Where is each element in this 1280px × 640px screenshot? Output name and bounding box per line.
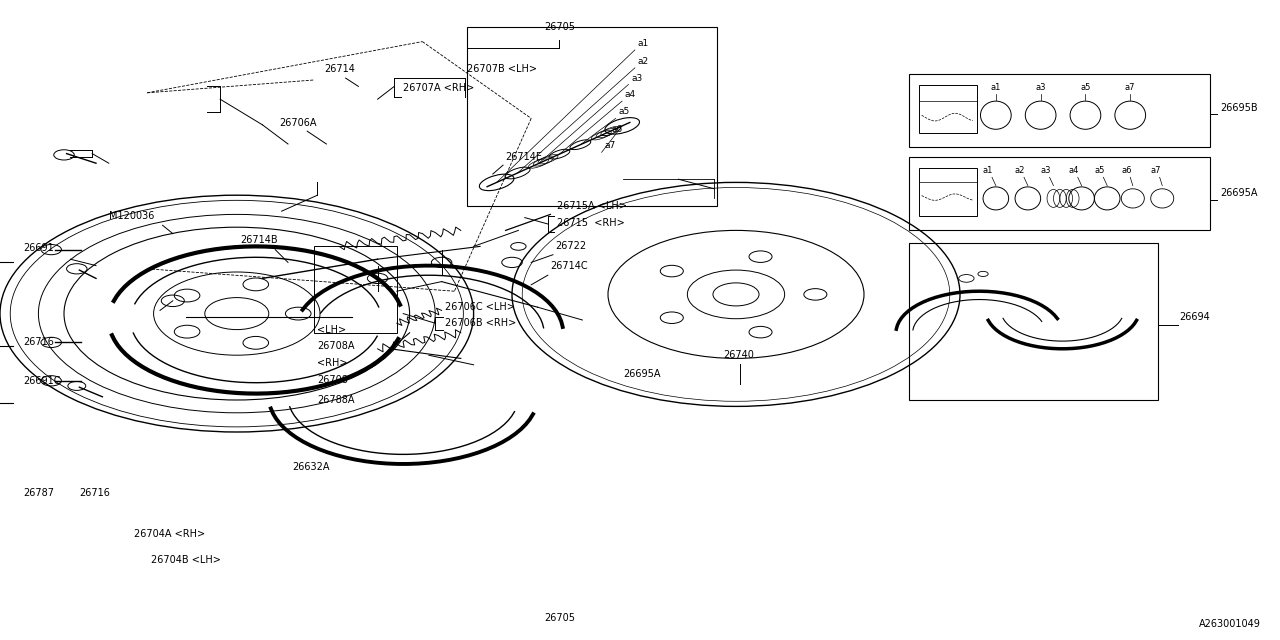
Text: a1: a1	[983, 166, 993, 175]
Text: 26707A <RH>: 26707A <RH>	[403, 83, 475, 93]
Text: 26695B: 26695B	[1220, 102, 1257, 113]
Text: 26632A: 26632A	[292, 462, 329, 472]
Text: a3: a3	[1041, 166, 1051, 175]
Text: 26714: 26714	[324, 64, 355, 74]
Text: 26691C: 26691C	[23, 376, 60, 386]
Text: 26788A: 26788A	[317, 395, 355, 405]
Text: a5: a5	[1094, 166, 1105, 175]
Text: 26716: 26716	[79, 488, 110, 498]
Text: 26704A <RH>: 26704A <RH>	[134, 529, 206, 540]
Bar	[919, 85, 977, 133]
Text: 26706B <RH>: 26706B <RH>	[445, 318, 517, 328]
Text: 26704B <LH>: 26704B <LH>	[151, 555, 221, 565]
Text: 26708: 26708	[317, 374, 348, 385]
Text: 26714C: 26714C	[550, 260, 588, 271]
Text: 26708A: 26708A	[317, 341, 355, 351]
Text: 26706A: 26706A	[279, 118, 316, 128]
Text: a6: a6	[612, 125, 623, 134]
Text: M120036: M120036	[109, 211, 154, 221]
Text: 26691: 26691	[23, 243, 54, 253]
Bar	[467, 27, 717, 206]
Text: 26695A: 26695A	[1220, 188, 1257, 198]
Text: 26715A <LH>: 26715A <LH>	[557, 201, 627, 211]
Bar	[919, 168, 977, 216]
Text: 26695A: 26695A	[623, 369, 660, 380]
Text: a4: a4	[625, 90, 636, 99]
Text: a2: a2	[1015, 166, 1025, 175]
Text: 26705: 26705	[544, 22, 575, 32]
Bar	[909, 243, 1158, 400]
Text: a1: a1	[637, 39, 649, 48]
Text: a3: a3	[631, 74, 643, 83]
Text: 26715  <RH>: 26715 <RH>	[557, 218, 625, 228]
Text: a7: a7	[1125, 83, 1135, 92]
Text: a4: a4	[1069, 166, 1079, 175]
Text: 26707B <LH>: 26707B <LH>	[467, 64, 538, 74]
Text: a1: a1	[991, 83, 1001, 92]
Text: 26716: 26716	[23, 337, 54, 348]
Text: a7: a7	[604, 141, 616, 150]
Text: 26714B: 26714B	[241, 235, 278, 245]
Text: A263001049: A263001049	[1199, 619, 1261, 629]
Bar	[909, 157, 1210, 230]
Text: 26714E: 26714E	[506, 152, 543, 162]
Text: a7: a7	[1151, 166, 1161, 175]
Text: <LH>: <LH>	[317, 324, 347, 335]
Bar	[909, 74, 1210, 147]
Text: a5: a5	[618, 108, 630, 116]
Text: a3: a3	[1036, 83, 1046, 92]
Text: a2: a2	[637, 57, 649, 66]
Text: 26740: 26740	[723, 350, 754, 360]
Text: 26705: 26705	[544, 612, 575, 623]
Text: a6: a6	[1121, 166, 1132, 175]
Bar	[314, 246, 397, 333]
Text: a5: a5	[1080, 83, 1091, 92]
Text: 26722: 26722	[556, 241, 586, 252]
Text: 26694: 26694	[1179, 312, 1210, 322]
Text: 26787: 26787	[23, 488, 54, 498]
Text: 26706C <LH>: 26706C <LH>	[445, 301, 516, 312]
Text: <RH>: <RH>	[317, 358, 348, 368]
